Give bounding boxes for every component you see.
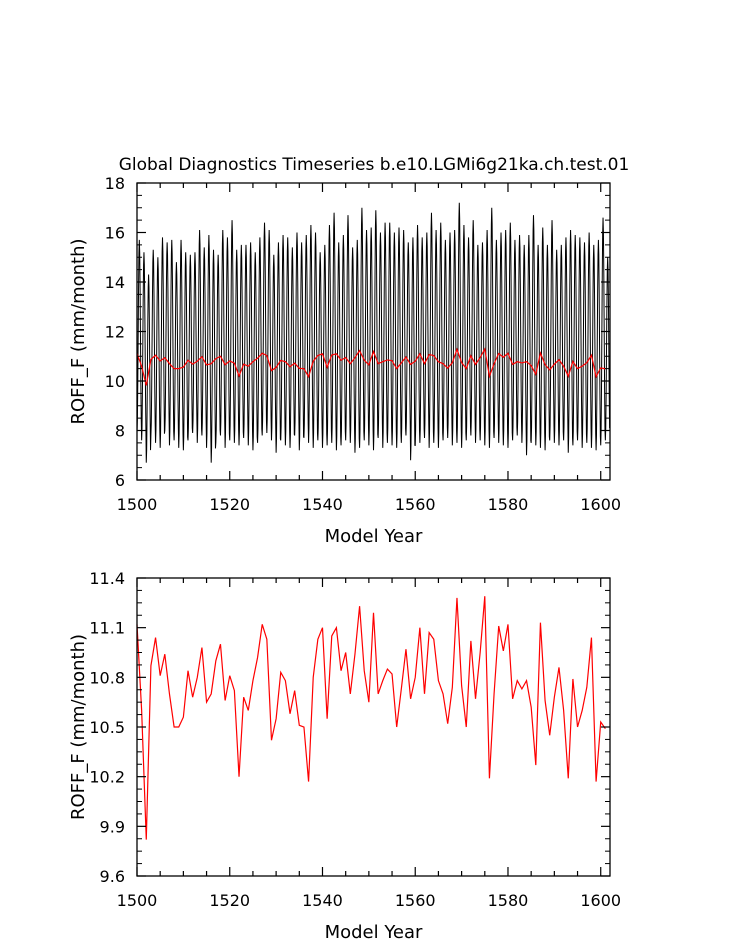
x-tick-label: 1560: [395, 495, 436, 514]
y-tick-label: 6: [115, 471, 125, 490]
y-tick-label: 10.5: [89, 718, 125, 737]
x-axis-label: Model Year: [325, 922, 423, 943]
y-tick-label: 9.6: [100, 867, 125, 886]
y-axis-label: ROFF_F (mm/month): [68, 238, 89, 424]
monthly-runoff-plot: 1500 1520 1540 1560 1580 1600 6 8 10 12 14 16 18 Mode…: [68, 174, 621, 547]
y-tick-label: 10: [105, 372, 125, 391]
x-tick-label: 1540: [302, 495, 343, 514]
x-tick-label: 1560: [395, 891, 436, 910]
x-tick-label: 1600: [580, 891, 621, 910]
y-tick-label: 16: [105, 224, 125, 243]
chart-title: Global Diagnostics Timeseries b.e10.LGMi…: [119, 155, 630, 175]
y-tick-label: 11.1: [89, 619, 125, 638]
x-tick-label: 1500: [117, 891, 158, 910]
x-tick-label: 1500: [117, 495, 158, 514]
y-tick-label: 12: [105, 323, 125, 342]
x-tick-label: 1520: [209, 495, 250, 514]
annual-runoff-plot: 1500 1520 1540 1560 1580 1600 9.6 9.9 10.2 10.5 10…: [68, 569, 621, 943]
annual-series-line: [136, 596, 606, 840]
annual-series-line: [136, 347, 606, 386]
y-tick-label: 9.9: [100, 817, 125, 836]
y-axis-label: ROFF_F (mm/month): [68, 634, 89, 820]
x-tick-label: 1600: [580, 495, 621, 514]
x-tick-label: 1580: [488, 495, 529, 514]
x-tick-label: 1540: [302, 891, 343, 910]
y-tick-label: 10.2: [89, 768, 125, 787]
y-tick-label: 8: [115, 422, 125, 441]
x-axis-label: Model Year: [325, 526, 423, 547]
y-tick-label: 18: [105, 174, 125, 193]
y-tick-label: 11.4: [89, 569, 125, 588]
y-tick-label: 14: [105, 273, 125, 292]
x-tick-label: 1520: [209, 891, 250, 910]
y-tick-label: 10.8: [89, 668, 125, 687]
monthly-series-line: [136, 202, 611, 463]
x-tick-label: 1580: [488, 891, 529, 910]
